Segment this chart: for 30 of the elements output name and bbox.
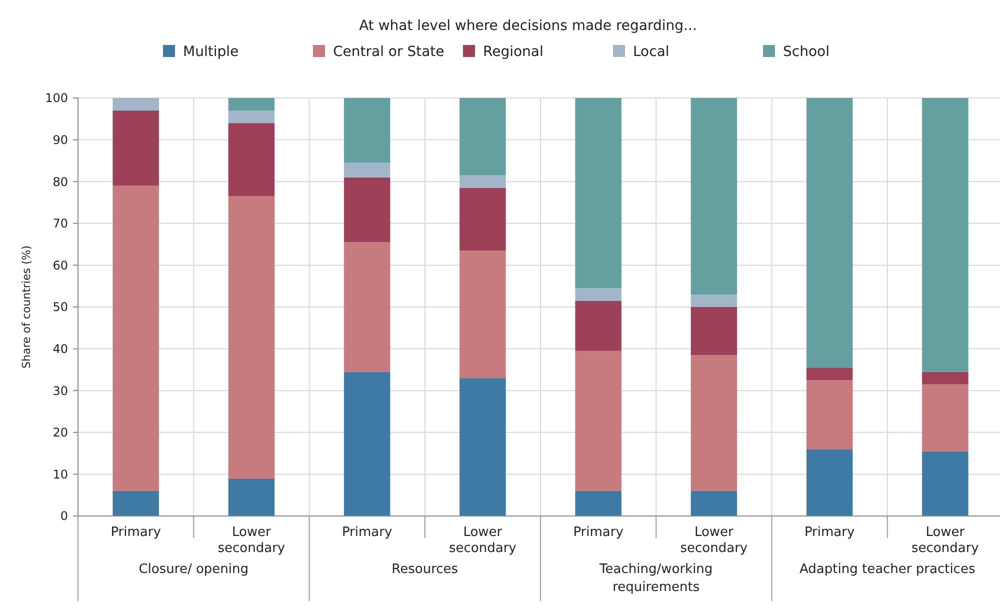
y-tick-label: 80	[52, 174, 68, 189]
legend-label: Regional	[483, 44, 544, 60]
text: Resources	[392, 562, 458, 577]
text: Adapting teacher practices	[800, 562, 976, 577]
x-tick-label: Primary	[804, 525, 855, 540]
y-axis-title: Share of countries (%)	[20, 246, 33, 368]
x-tick-label: Primary	[573, 525, 624, 540]
legend-title: At what level where decisions made regarding...	[359, 18, 697, 34]
x-tick-label: Primary	[110, 525, 162, 540]
y-tick-label: 20	[52, 426, 68, 440]
legend-label: Local	[633, 44, 670, 60]
x-tick-label: Primary	[342, 525, 392, 540]
y-tick-label: 50	[52, 300, 68, 314]
legend-label: School	[783, 44, 830, 60]
y-tick-label: 90	[52, 133, 68, 147]
y-tick-label: 10	[52, 467, 68, 482]
text: Teaching/working requirements	[598, 562, 713, 595]
y-tick-label: 70	[52, 216, 68, 231]
legend-label: Central or State	[333, 44, 444, 60]
y-tick-label: 60	[52, 258, 68, 272]
y-tick-label: 30	[52, 384, 68, 398]
x-tick-label: Lower secondary	[680, 525, 748, 556]
x-tick-label: Lower secondary	[449, 525, 517, 556]
x-tick-label: Lower secondary	[912, 525, 980, 556]
y-tick-label: 100	[45, 91, 68, 106]
x-tick-label: Lower secondary	[218, 525, 286, 556]
legend-label: Multiple	[183, 44, 239, 60]
text: Closure/ opening	[138, 562, 249, 577]
y-tick-label: 0	[60, 509, 68, 524]
y-tick-label: 40	[52, 342, 68, 356]
